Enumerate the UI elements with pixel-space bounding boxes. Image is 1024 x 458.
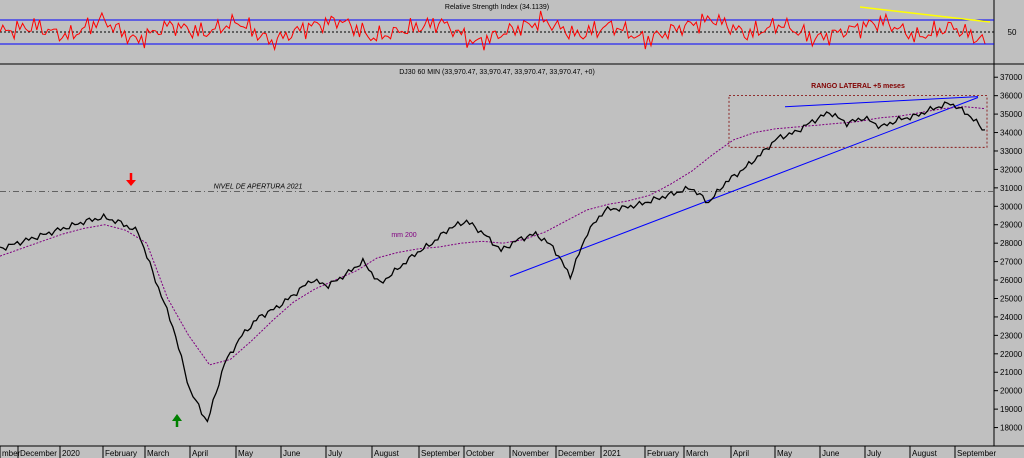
- range-label: RANGO LATERAL +5 meses: [811, 83, 905, 90]
- price-y-ticks: 18000 19000 20000 21000 22000 23000 24000 25000…: [994, 73, 1023, 433]
- y-tick-label: 22000: [1000, 350, 1023, 359]
- y-tick-label: 27000: [1000, 258, 1023, 267]
- x-tick-label: September: [421, 449, 460, 458]
- x-tick-label: June: [283, 449, 301, 458]
- y-tick-label: 28000: [1000, 239, 1023, 248]
- y-tick-label: 31000: [1000, 184, 1023, 193]
- x-tick-label: February: [105, 449, 137, 458]
- x-tick-label: October: [466, 449, 495, 458]
- x-tick-label: July: [328, 449, 342, 458]
- y-tick-label: 34000: [1000, 129, 1023, 138]
- x-tick-label: August: [912, 449, 938, 458]
- y-tick-label: 23000: [1000, 331, 1023, 340]
- y-tick-label: 36000: [1000, 92, 1023, 101]
- x-tick-label: September: [957, 449, 996, 458]
- x-tick-label: March: [147, 449, 169, 458]
- rsi-tick-50: 50: [1008, 28, 1017, 37]
- x-tick-label: July: [867, 449, 881, 458]
- x-tick-label: August: [374, 449, 400, 458]
- y-tick-label: 18000: [1000, 424, 1023, 433]
- y-tick-label: 35000: [1000, 110, 1023, 119]
- rsi-series-line: [0, 10, 986, 52]
- price-title: DJ30 60 MIN (33,970.47, 33,970.47, 33,97…: [399, 69, 595, 76]
- x-tick-label: March: [686, 449, 708, 458]
- y-tick-label: 24000: [1000, 313, 1023, 322]
- support-trendline: [509, 97, 979, 277]
- x-tick-label: April: [733, 449, 749, 458]
- y-tick-label: 20000: [1000, 387, 1023, 396]
- rsi-plot-area: [0, 0, 994, 62]
- sell-arrow: [126, 173, 136, 186]
- x-tick-label: 2021: [603, 449, 621, 458]
- rsi-trendline: [859, 6, 991, 23]
- ma200-line: [0, 106, 986, 366]
- y-tick-label: 26000: [1000, 276, 1023, 285]
- y-tick-label: 19000: [1000, 405, 1023, 414]
- price-series-line: [0, 101, 986, 423]
- x-tick-label: November: [512, 449, 549, 458]
- y-tick-label: 33000: [1000, 147, 1023, 156]
- y-tick-label: 29000: [1000, 221, 1023, 230]
- x-tick-label: May: [238, 449, 253, 458]
- x-tick-label: 2020: [62, 449, 80, 458]
- range-top-trendline: [784, 96, 979, 108]
- opening-level-label: NIVEL DE APERTURA 2021: [214, 184, 303, 191]
- x-tick-label: mber: [2, 449, 21, 458]
- y-tick-label: 32000: [1000, 165, 1023, 174]
- rsi-title: Relative Strength Index (34.1139): [445, 4, 549, 11]
- x-tick-label: December: [20, 449, 57, 458]
- y-tick-label: 25000: [1000, 294, 1023, 303]
- y-tick-label: 21000: [1000, 368, 1023, 377]
- range-box: [728, 95, 988, 148]
- x-tick-label: June: [822, 449, 840, 458]
- x-tick-label: April: [192, 449, 208, 458]
- x-tick-label: May: [777, 449, 792, 458]
- rsi-panel: 50 Relative Strength Index (34.1139): [0, 0, 1024, 65]
- y-tick-label: 37000: [1000, 73, 1023, 82]
- x-tick-label: December: [558, 449, 595, 458]
- y-tick-label: 30000: [1000, 202, 1023, 211]
- x-tick-label: February: [647, 449, 679, 458]
- time-x-ticks: mber December 2020 February March April May Jun…: [0, 446, 996, 458]
- price-panel: 18000 19000 20000 21000 22000 23000 24000 25000…: [0, 64, 1024, 458]
- buy-arrow: [172, 414, 182, 427]
- ma200-label: mm 200: [391, 232, 416, 239]
